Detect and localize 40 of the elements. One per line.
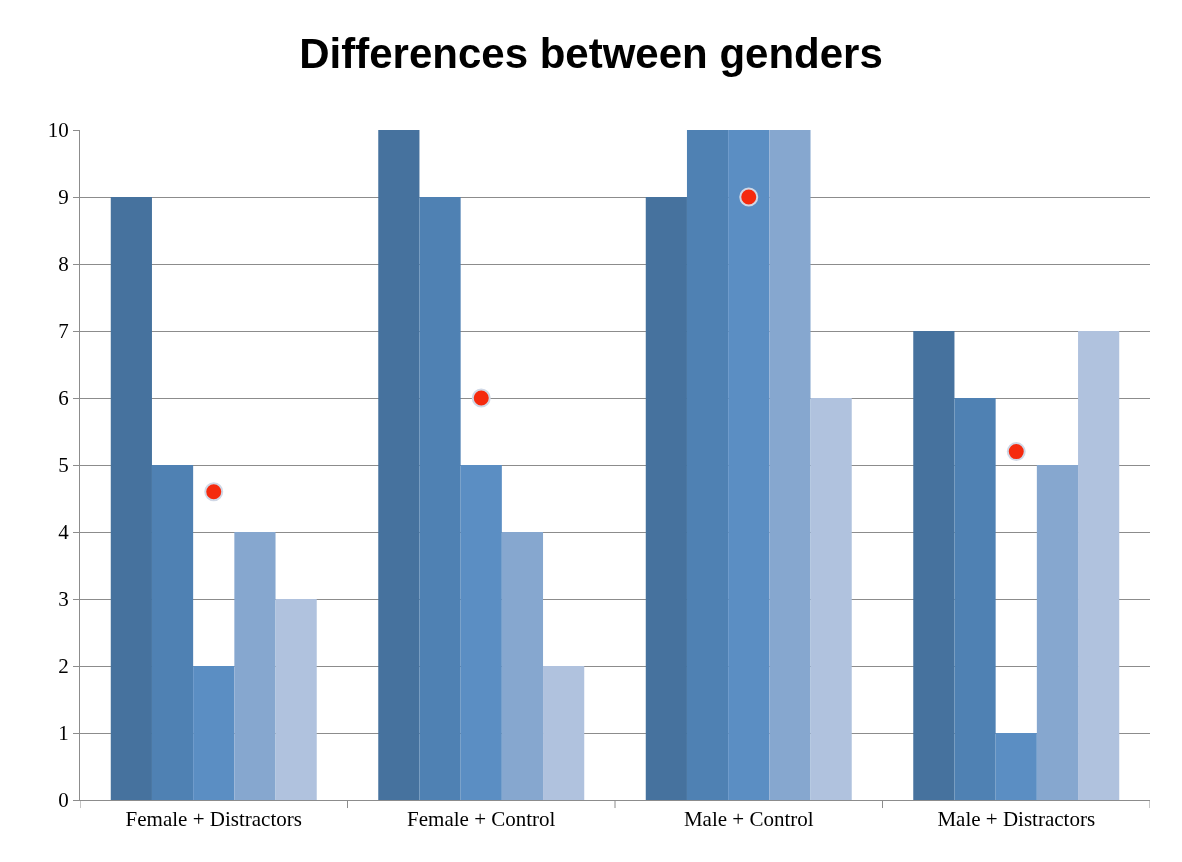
y-tick-label: 7 xyxy=(58,319,69,344)
y-tick-label: 3 xyxy=(58,587,69,612)
bar xyxy=(275,599,317,800)
y-tick-label: 0 xyxy=(58,788,69,813)
x-tick-label: Male + Distractors xyxy=(937,807,1096,832)
bar xyxy=(1036,465,1079,800)
bar xyxy=(769,130,811,800)
bar xyxy=(995,733,1037,800)
y-tick-label: 5 xyxy=(58,453,69,478)
bar xyxy=(501,532,544,800)
bar xyxy=(728,130,770,800)
y-tick-label: 6 xyxy=(58,386,69,411)
bar xyxy=(193,666,235,800)
bar xyxy=(1078,331,1120,800)
bar xyxy=(810,398,852,800)
bar xyxy=(110,197,152,800)
y-tick-label: 4 xyxy=(58,520,70,545)
y-tick-label: 10 xyxy=(47,118,69,143)
point xyxy=(1006,442,1026,462)
point xyxy=(471,388,491,408)
bar xyxy=(913,331,955,800)
y-tick-label: 9 xyxy=(58,185,69,210)
bar xyxy=(686,130,729,800)
x-tick-label: Male + Control xyxy=(683,807,814,832)
y-tick-label: 2 xyxy=(58,654,69,679)
bar xyxy=(378,130,420,800)
bar xyxy=(645,197,687,800)
point xyxy=(739,187,759,207)
x-tick-label: Female + Control xyxy=(407,807,556,832)
point xyxy=(204,482,224,502)
bar xyxy=(419,197,461,800)
bar xyxy=(543,666,585,800)
bar xyxy=(460,465,502,800)
chart-title: Differences between genders xyxy=(299,30,883,78)
x-tick-label: Female + Distractors xyxy=(125,807,302,832)
y-tick-label: 8 xyxy=(58,252,69,277)
bar xyxy=(954,398,996,800)
bar xyxy=(151,465,194,800)
bar xyxy=(234,532,276,800)
y-tick-label: 1 xyxy=(58,721,69,746)
